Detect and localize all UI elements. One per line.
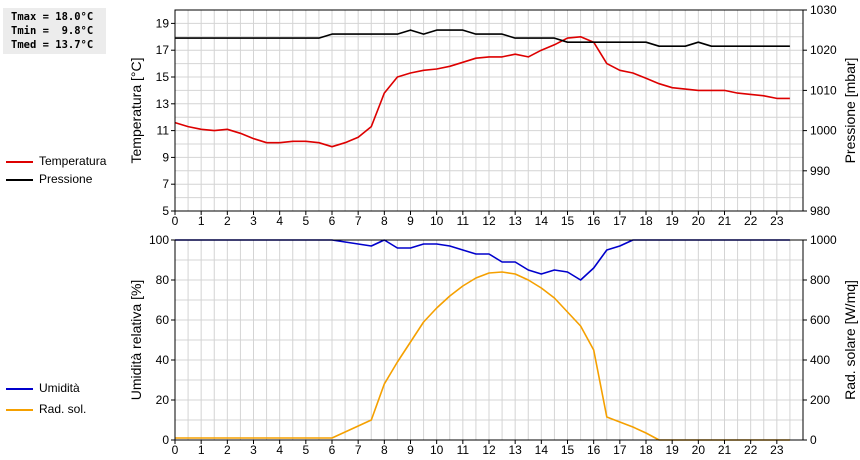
bottom-right-axis-label: Rad. solare [W/mq]: [842, 280, 858, 400]
bottom-x-tick-label: 3: [250, 443, 257, 457]
bottom-x-tick-label: 19: [665, 443, 679, 457]
bottom-x-tick-label: 23: [770, 443, 784, 457]
legend-temperatura-swatch: [6, 161, 33, 163]
top-left-tick-label: 9: [162, 150, 169, 164]
top-x-tick-label: 0: [172, 214, 179, 228]
bottom-right-tick-label: 800: [810, 273, 830, 287]
stats-box: Tmax = 18.0°C Tmin = 9.8°C Tmed = 13.7°C: [3, 8, 106, 54]
tmed-value: Tmed = 13.7°C: [11, 39, 94, 51]
top-x-tick-label: 18: [639, 214, 653, 228]
top-right-tick-label: 980: [810, 204, 830, 218]
tmin-value: Tmin = 9.8°C: [11, 25, 94, 37]
bottom-x-tick-label: 2: [224, 443, 231, 457]
bottom-x-tick-label: 9: [407, 443, 414, 457]
legend-rad-sol-label: Rad. sol.: [39, 402, 87, 416]
top-series-0-line: [174, 35, 790, 148]
top-x-tick-label: 17: [613, 214, 627, 228]
top-x-tick-label: 6: [329, 214, 336, 228]
top-right-tick-label: 990: [810, 164, 830, 178]
top-x-tick-label: 1: [198, 214, 205, 228]
bottom-right-tick-label: 0: [810, 433, 817, 447]
bottom-x-tick-label: 13: [508, 443, 522, 457]
bottom-x-tick-label: 8: [381, 443, 388, 457]
top-right-tick-label: 1020: [810, 43, 837, 57]
bottom-x-tick-label: 11: [457, 443, 470, 457]
top-x-tick-label: 2: [224, 214, 231, 228]
top-x-tick-label: 14: [535, 214, 549, 228]
bottom-x-tick-label: 5: [302, 443, 309, 457]
bottom-x-tick-label: 1: [198, 443, 205, 457]
bottom-x-tick-label: 22: [744, 443, 758, 457]
tmax-value: Tmax = 18.0°C: [11, 11, 94, 23]
top-left-tick-label: 7: [162, 177, 169, 191]
top-x-tick-label: 4: [276, 214, 283, 228]
bottom-x-tick-label: 14: [535, 443, 549, 457]
bottom-x-tick-label: 0: [172, 443, 179, 457]
legend-pressione-swatch: [6, 179, 33, 181]
legend-rad-sol-swatch: [6, 409, 33, 411]
bottom-left-tick-label: 100: [149, 233, 169, 247]
top-right-tick-label: 1010: [810, 83, 837, 97]
bottom-right-tick-label: 200: [810, 393, 830, 407]
top-x-tick-label: 9: [407, 214, 414, 228]
bottom-x-tick-label: 10: [430, 443, 444, 457]
top-x-tick-label: 5: [302, 214, 309, 228]
legend-temperatura-label: Temperatura: [39, 154, 107, 168]
legend-pressione-label: Pressione: [39, 172, 93, 186]
legend-umidita-swatch: [6, 388, 33, 390]
bottom-x-tick-label: 6: [329, 443, 336, 457]
bottom-x-tick-label: 17: [613, 443, 627, 457]
top-x-tick-label: 3: [250, 214, 257, 228]
top-series-1-line: [175, 29, 790, 48]
top-x-tick-label: 13: [508, 214, 522, 228]
legend-umidita-label: Umidità: [39, 381, 80, 395]
top-x-tick-label: 7: [355, 214, 362, 228]
top-x-tick-label: 8: [381, 214, 388, 228]
bottom-right-tick-label: 1000: [810, 233, 837, 247]
top-left-tick-label: 5: [162, 204, 169, 218]
top-right-tick-label: 1030: [810, 3, 837, 17]
bottom-x-tick-label: 12: [482, 443, 496, 457]
top-left-tick-label: 19: [156, 16, 170, 30]
bottom-x-tick-label: 7: [355, 443, 362, 457]
bottom-left-axis-label: Umidità relativa [%]: [128, 280, 144, 401]
bottom-x-tick-label: 16: [587, 443, 601, 457]
top-left-tick-label: 13: [156, 97, 170, 111]
top-x-tick-label: 19: [665, 214, 679, 228]
bottom-left-tick-label: 60: [156, 313, 170, 327]
top-x-tick-label: 15: [561, 214, 575, 228]
bottom-left-tick-label: 0: [162, 433, 169, 447]
top-right-axis-label: Pressione [mbar]: [842, 58, 858, 164]
top-x-tick-label: 12: [482, 214, 496, 228]
bottom-x-tick-label: 21: [718, 443, 732, 457]
bottom-x-tick-label: 4: [276, 443, 283, 457]
top-x-tick-label: 20: [692, 214, 706, 228]
top-x-tick-label: 22: [744, 214, 758, 228]
bottom-left-tick-label: 20: [156, 393, 170, 407]
bottom-right-tick-label: 400: [810, 353, 830, 367]
bottom-x-tick-label: 18: [639, 443, 653, 457]
bottom-x-tick-label: 20: [692, 443, 706, 457]
bottom-left-tick-label: 80: [156, 273, 170, 287]
bottom-right-tick-label: 600: [810, 313, 830, 327]
top-left-tick-label: 17: [156, 43, 170, 57]
top-x-tick-label: 10: [430, 214, 444, 228]
top-x-tick-label: 16: [587, 214, 601, 228]
top-x-tick-label: 23: [770, 214, 784, 228]
top-left-axis-label: Temperatura [°C]: [128, 58, 144, 164]
top-x-tick-label: 21: [718, 214, 732, 228]
bottom-x-tick-label: 15: [561, 443, 575, 457]
top-x-tick-label: 11: [457, 214, 470, 228]
top-right-tick-label: 1000: [810, 124, 837, 138]
top-left-tick-label: 11: [157, 124, 170, 138]
top-left-tick-label: 15: [156, 70, 170, 84]
bottom-left-tick-label: 40: [156, 353, 170, 367]
